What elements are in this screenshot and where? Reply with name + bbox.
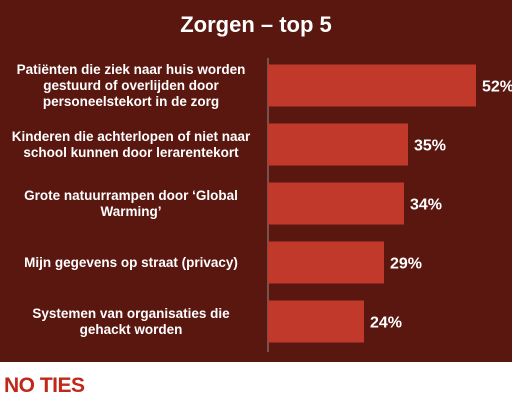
category-label-4: Mijn gegevens op straat (privacy)	[24, 254, 238, 270]
chart-panel: Zorgen – top 5 52% 35% 34% 29% 24%	[0, 0, 512, 362]
bar-4	[268, 241, 384, 284]
data-label-3: 34%	[410, 197, 442, 214]
chart-title: Zorgen – top 5	[180, 12, 332, 37]
bar-2	[268, 123, 408, 166]
bar-1	[268, 64, 476, 107]
category-label-2: Kinderen die achterlopen of niet naar sc…	[11, 128, 251, 160]
category-label-5: Systemen van organisaties die gehackt wo…	[32, 305, 230, 337]
data-label-2: 35%	[414, 138, 446, 155]
data-label-5: 24%	[370, 315, 402, 332]
data-label-1: 52%	[482, 79, 512, 96]
data-label-4: 29%	[390, 256, 422, 273]
category-label-3: Grote natuurrampen door ‘Global Warming’	[24, 187, 238, 219]
bar-5	[268, 300, 364, 343]
bar-chart: 52% 35% 34% 29% 24%	[267, 58, 512, 352]
category-label-1: Patiënten die ziek naar huis worden gest…	[16, 61, 246, 109]
bar-3	[268, 182, 404, 225]
brand-logo: NO TIES	[4, 374, 85, 397]
